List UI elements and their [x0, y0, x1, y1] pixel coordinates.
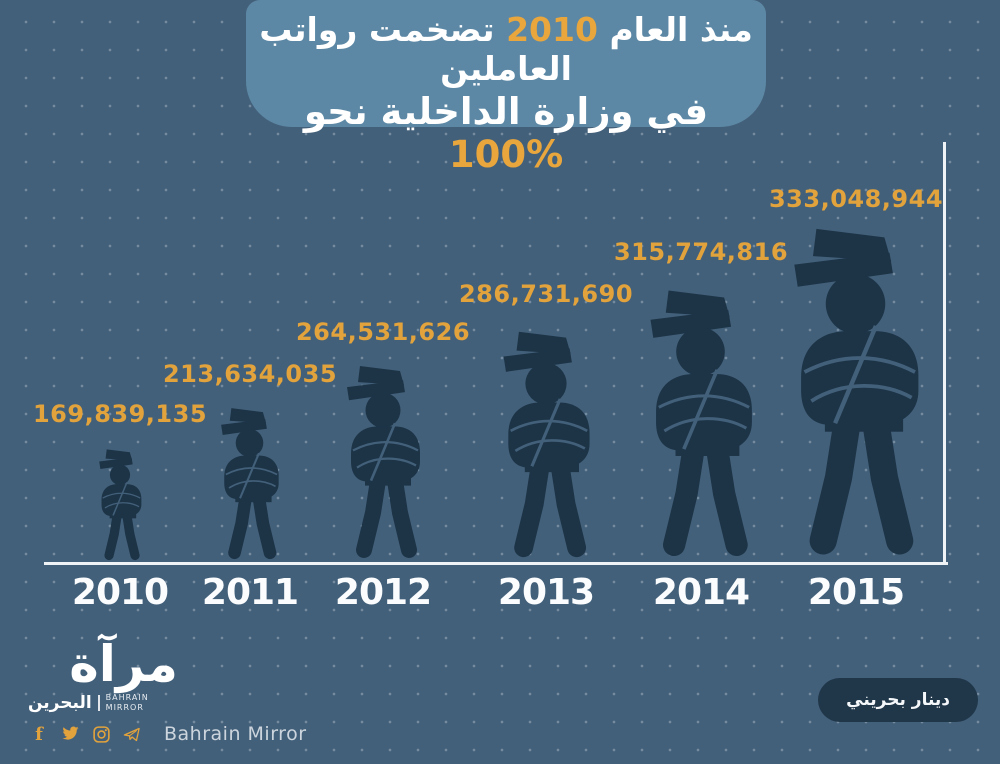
logo-english-line2: mirror: [105, 702, 144, 712]
social-row: f Bahrain Mirror: [30, 722, 307, 746]
value-label-2011: 213,634,035: [162, 360, 338, 388]
banner-line-1: منذ العام 2010 تضخمت رواتب العاملين: [246, 10, 766, 88]
officer-figure-2013: [493, 327, 599, 563]
year-label-2013: 2013: [497, 572, 595, 613]
value-label-2010: 169,839,135: [32, 400, 208, 428]
logo-arabic-main: مرآة: [69, 635, 178, 693]
x-axis-baseline: [44, 562, 948, 565]
logo-divider: [97, 694, 100, 711]
officer-figure-2014: [638, 285, 763, 563]
year-label-2015: 2015: [807, 572, 905, 613]
year-label-2012: 2012: [334, 572, 432, 613]
year-label-2010: 2010: [71, 572, 169, 613]
value-label-2012: 264,531,626: [295, 318, 471, 346]
unit-badge: دينار بحريني: [818, 678, 978, 722]
officer-figure-2011: [214, 405, 285, 563]
logo-sub-row: البحرين bahrain mirror: [28, 693, 178, 713]
officer-figure-2010: [94, 447, 146, 563]
y-axis-line: [943, 142, 946, 563]
year-label-2014: 2014: [652, 572, 750, 613]
value-label-2014: 315,774,816: [613, 238, 789, 266]
banner-line1-pre: منذ العام: [609, 10, 753, 49]
banner-percent-highlight: %100: [448, 133, 564, 176]
twitter-icon[interactable]: [61, 725, 79, 743]
value-label-2015: 333,048,944: [768, 185, 944, 213]
brand-logo: مرآة البحرين bahrain mirror: [28, 638, 178, 713]
banner-line1-post: تضخمت رواتب العاملين: [259, 10, 572, 88]
title-banner: منذ العام 2010 تضخمت رواتب العاملين في و…: [246, 0, 766, 176]
facebook-icon[interactable]: f: [35, 723, 43, 745]
instagram-icon[interactable]: [92, 725, 110, 743]
value-label-2013: 286,731,690: [458, 280, 634, 308]
officer-figure-2015: [779, 222, 932, 563]
officer-figure-2012: [338, 362, 428, 563]
logo-english-sub: bahrain mirror: [106, 693, 149, 711]
banner-line-2: في وزارة الداخلية نحو %100: [246, 90, 766, 176]
brand-name-text: Bahrain Mirror: [164, 723, 307, 745]
telegram-icon[interactable]: [123, 725, 141, 743]
logo-arabic-sub: البحرين: [28, 692, 92, 713]
banner-line2-pre: في وزارة الداخلية نحو: [303, 90, 709, 133]
logo-english-line1: bahrain: [105, 693, 149, 703]
year-label-2011: 2011: [201, 572, 299, 613]
banner-year-highlight: 2010: [506, 10, 598, 49]
